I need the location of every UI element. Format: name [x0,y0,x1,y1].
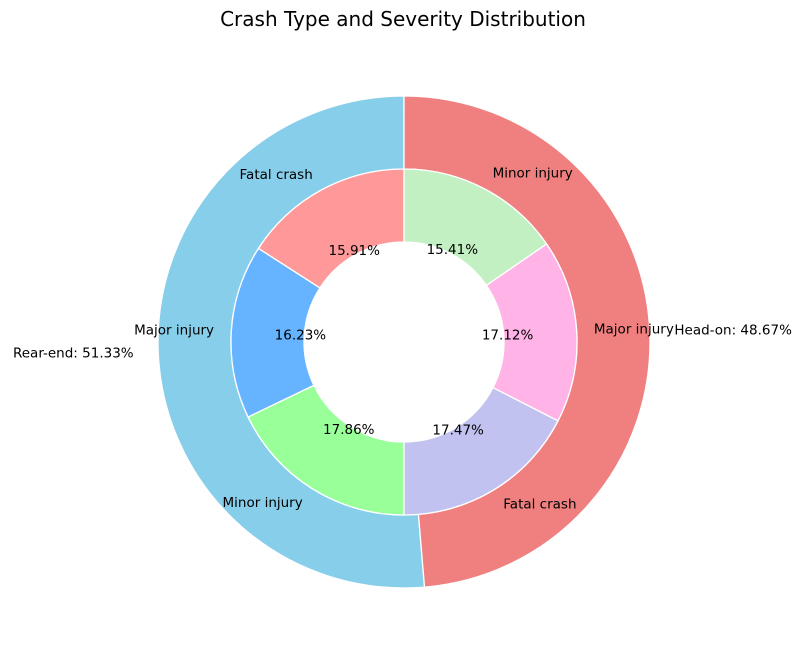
pct-label-head-on-minor-injury: 15.41% [427,242,479,258]
chart-title: Crash Type and Severity Distribution [220,7,586,31]
inner-label-rear-end-minor-injury: Minor injury [223,495,303,511]
pct-label-rear-end-fatal-crash: 15.91% [329,243,381,259]
labels-layer: Rear-end: 51.33% Head-on: 48.67% Fatal cra… [13,166,792,513]
outer-label-rear-end: Rear-end: 51.33% [13,345,134,361]
inner-ring [230,168,578,516]
pct-label-rear-end-minor-injury: 17.86% [323,422,375,438]
inner-label-head-on-fatal-crash: Fatal crash [503,496,576,512]
pct-label-head-on-major-injury: 17.12% [482,327,534,343]
pct-label-rear-end-major-injury: 16.23% [275,328,327,344]
inner-label-rear-end-fatal-crash: Fatal crash [240,167,313,183]
inner-label-head-on-minor-injury: Minor injury [493,166,573,182]
pct-label-head-on-fatal-crash: 17.47% [432,423,484,439]
inner-label-head-on-major-injury: Major injury [594,322,674,338]
outer-label-head-on: Head-on: 48.67% [674,323,792,339]
inner-label-rear-end-major-injury: Major injury [134,322,214,338]
inner-slice-head-on-minor-injury [403,168,548,287]
